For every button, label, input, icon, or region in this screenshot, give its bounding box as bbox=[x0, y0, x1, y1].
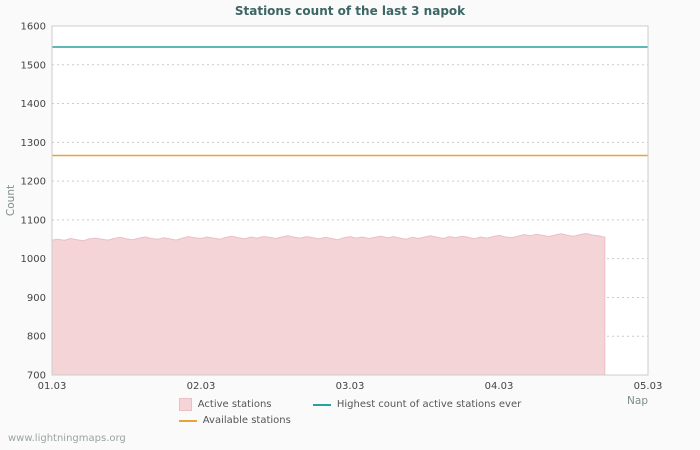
legend-grid: Active stations Highest count of active … bbox=[178, 398, 522, 426]
chart-legend: Active stations Highest count of active … bbox=[0, 398, 700, 426]
y-tick-label: 1300 bbox=[21, 138, 46, 149]
y-axis-label: Count bbox=[5, 185, 17, 216]
x-axis-label: Nap bbox=[627, 395, 648, 407]
area-series-active-stations bbox=[51, 232, 606, 376]
y-tick-label: 700 bbox=[27, 371, 46, 382]
legend-label-available-stations: Available stations bbox=[202, 415, 291, 426]
x-tick-label: 01.03 bbox=[38, 381, 67, 392]
watermark: www.lightningmaps.org bbox=[8, 433, 126, 444]
y-tick-label: 1100 bbox=[21, 215, 46, 226]
highest-count-swatch bbox=[312, 403, 331, 406]
legend-item-available-stations: Available stations bbox=[178, 415, 291, 426]
available-stations-swatch bbox=[178, 419, 197, 422]
x-tick-label: 03.03 bbox=[336, 381, 365, 392]
y-tick-label: 1000 bbox=[21, 254, 46, 265]
legend-item-active-stations: Active stations bbox=[178, 398, 291, 411]
y-tick-label: 1600 bbox=[21, 22, 46, 33]
legend-label-active-stations: Active stations bbox=[197, 399, 272, 410]
x-tick-label: 02.03 bbox=[187, 381, 216, 392]
y-tick-label: 1500 bbox=[21, 60, 46, 71]
legend-label-highest-count: Highest count of active stations ever bbox=[336, 399, 522, 410]
y-tick-label: 1400 bbox=[21, 99, 46, 110]
active-stations-swatch bbox=[178, 398, 192, 411]
x-tick-label: 05.03 bbox=[634, 381, 663, 392]
y-tick-label: 800 bbox=[27, 332, 46, 343]
legend-item-highest-count: Highest count of active stations ever bbox=[312, 398, 522, 411]
y-tick-label: 1200 bbox=[21, 177, 46, 188]
x-tick-label: 04.03 bbox=[485, 381, 514, 392]
y-tick-label: 900 bbox=[27, 293, 46, 304]
plot-border bbox=[51, 25, 649, 376]
chart-title: Stations count of the last 3 napok bbox=[234, 4, 466, 18]
